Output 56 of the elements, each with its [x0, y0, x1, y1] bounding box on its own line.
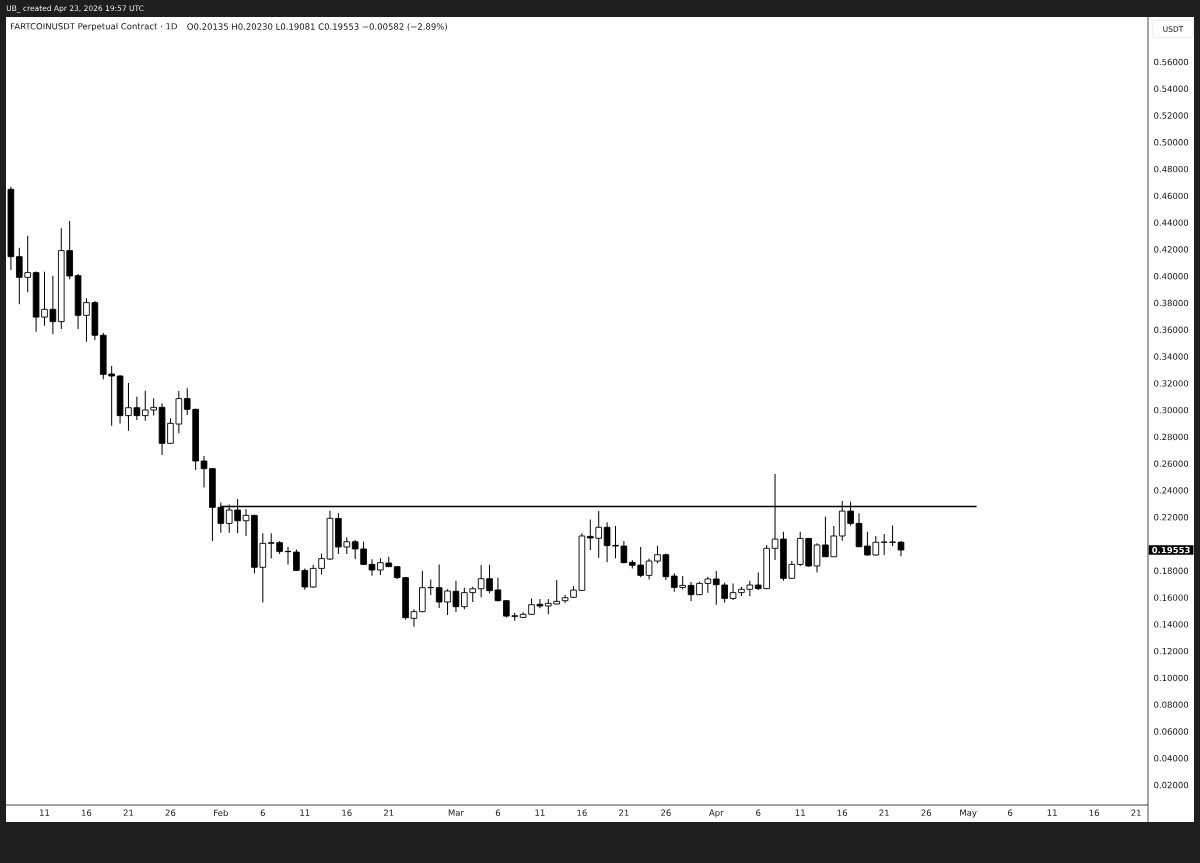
x-tick-label: 6: [1008, 809, 1013, 816]
x-tick-label: 16: [342, 809, 352, 816]
y-tick-label: 0.56000: [1154, 58, 1189, 66]
x-tick-label: Apr: [708, 809, 724, 818]
x-tick-label: 11: [300, 809, 310, 816]
x-tick-label: 11: [40, 809, 50, 816]
y-tick-label: 0.12000: [1154, 647, 1189, 655]
y-tick-label: 0.38000: [1154, 299, 1189, 307]
x-tick-label: 16: [577, 809, 587, 816]
x-tick-label: 21: [1131, 809, 1141, 816]
y-tick-label: 0.46000: [1154, 192, 1189, 200]
text: FARTCOINUSDT Perpetual Contract · 1D: [11, 22, 177, 32]
x-tick-label: Feb: [214, 809, 228, 817]
y-tick-label: 0.14000: [1154, 621, 1189, 628]
x-tick-label: 6: [260, 809, 265, 816]
x-tick-label: 16: [82, 809, 92, 816]
x-tick-label: 11: [795, 809, 805, 816]
y-tick-label: 0.50000: [1154, 139, 1189, 146]
x-tick-label: 21: [383, 809, 394, 816]
y-tick-label: 0.10000: [1154, 674, 1189, 682]
x-tick-label: 26: [921, 809, 932, 816]
y-tick-label: 0.28000: [1154, 433, 1189, 441]
x-tick-label: 6: [495, 809, 501, 816]
x-tick-label: Mar: [448, 809, 464, 816]
y-tick-label: 0.04000: [1154, 755, 1189, 762]
x-tick-label: May: [960, 809, 977, 818]
y-tick-label: 0.40000: [1154, 273, 1189, 280]
y-tick-label: 0.30000: [1154, 406, 1189, 414]
x-tick-label: 21: [879, 809, 889, 816]
x-tick-label: 16: [837, 809, 848, 816]
y-tick-label: 0.18000: [1154, 567, 1189, 575]
y-tick-label: 0.54000: [1154, 85, 1189, 92]
y-tick-label: 0.48000: [1154, 165, 1189, 173]
x-tick-label: 16: [1089, 809, 1100, 816]
y-tick-label: 0.22000: [1154, 514, 1189, 521]
x-tick-label: 21: [619, 809, 629, 816]
y-tick-label: 0.36000: [1154, 326, 1189, 334]
x-tick-label: 26: [165, 809, 176, 816]
y-tick-label: 0.16000: [1154, 594, 1189, 601]
x-tick-label: 21: [123, 809, 134, 816]
y-tick-label: 0.42000: [1154, 246, 1189, 253]
y-tick-label: 0.02000: [1154, 781, 1189, 789]
y-tick-label: 0.52000: [1154, 112, 1189, 119]
text: O0.20135 H0.20230 L0.19081 C0.19553 −0.00582 (−2.89%): [187, 23, 447, 31]
x-tick-label: 6: [756, 809, 761, 816]
y-tick-label: 0.32000: [1154, 380, 1189, 387]
y-tick-label: 0.08000: [1154, 701, 1189, 708]
x-tick-label: 26: [661, 809, 671, 816]
y-tick-label: 0.44000: [1154, 219, 1189, 226]
y-tick-label: 0.06000: [1154, 728, 1189, 735]
y-tick-label: 0.24000: [1154, 487, 1189, 494]
y-tick-label: 0.26000: [1154, 460, 1189, 467]
y-tick-label: 0.34000: [1154, 353, 1189, 360]
text: 0.19553: [1152, 546, 1190, 554]
x-tick-label: 11: [1047, 809, 1057, 816]
x-tick-label: 11: [535, 809, 545, 816]
